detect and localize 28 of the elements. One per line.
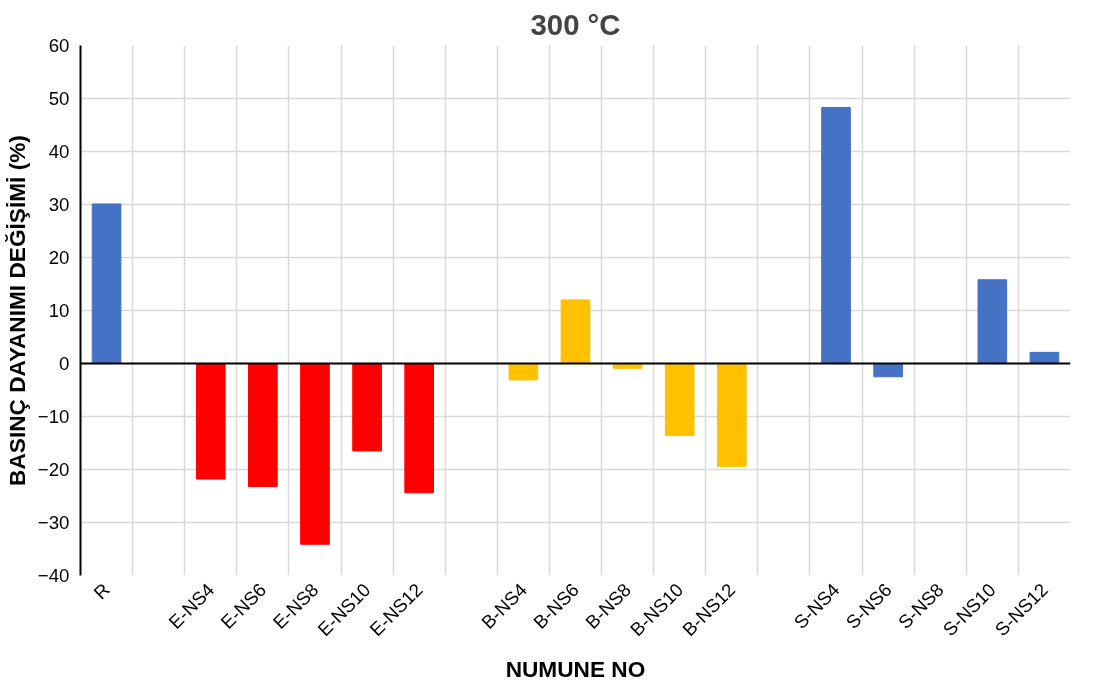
y-tick-label: 50 [48, 88, 70, 109]
y-tick-label: −40 [37, 565, 70, 586]
y-tick-label: 40 [48, 141, 70, 162]
chart-title: 300 °C [530, 7, 621, 41]
bar [248, 363, 278, 487]
y-tick-label: 20 [48, 247, 70, 268]
bar [195, 363, 226, 480]
y-tick-label: 0 [59, 353, 70, 374]
y-tick-label: 30 [48, 194, 70, 215]
y-tick-label: −30 [37, 512, 70, 533]
y-tick-label: −20 [37, 459, 70, 480]
bar [300, 363, 330, 545]
bar [508, 363, 539, 381]
y-tick-label: 60 [48, 35, 70, 56]
y-tick-label: −10 [37, 406, 70, 427]
bar [560, 299, 591, 364]
y-axis-title: BASINÇ DAYANIMI DEĞİŞİMİ (%) [3, 135, 30, 486]
bar [352, 363, 382, 452]
bar [91, 203, 122, 364]
bar [977, 279, 1008, 364]
y-tick-label: 10 [48, 300, 70, 321]
bar [404, 363, 435, 494]
x-tick-label: R [89, 579, 114, 604]
bar [1029, 351, 1060, 364]
x-axis-title: NUMUNE NO [505, 655, 646, 682]
bar [821, 107, 851, 364]
bar [664, 363, 695, 437]
bar [716, 363, 747, 467]
